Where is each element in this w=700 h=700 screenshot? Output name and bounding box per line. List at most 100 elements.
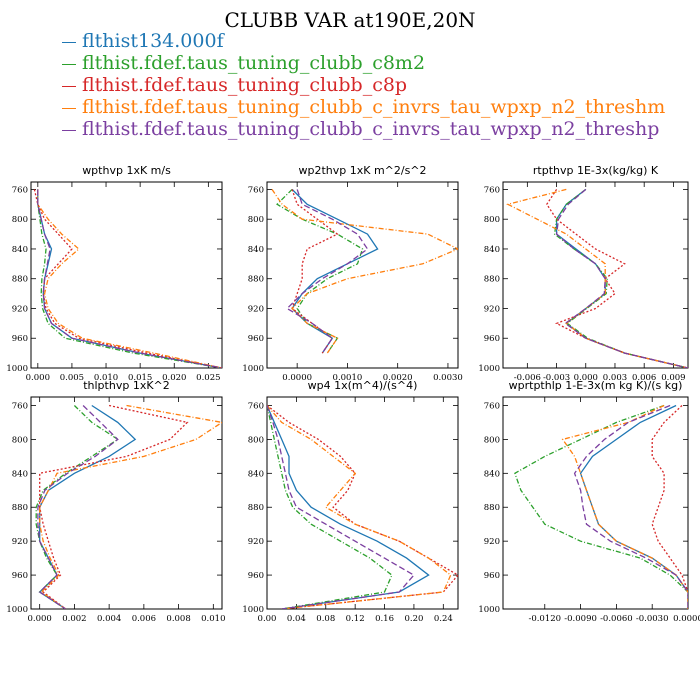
y-tick-label: 1000 <box>242 364 264 374</box>
x-tick-label: 0.009 <box>661 373 685 383</box>
y-tick-label: 800 <box>248 435 264 445</box>
plot-frame <box>266 181 459 369</box>
main-title: CLUBB VAR at190E,20N <box>224 8 476 32</box>
y-tick-label: 760 <box>484 185 500 195</box>
y-tick-label: 960 <box>484 571 500 581</box>
x-tick-label: 0.0020 <box>383 373 413 383</box>
chart-panel: wpthvp 1xK m/s76080084088092096010000.00… <box>6 164 223 383</box>
y-tick-label: 760 <box>12 185 28 195</box>
series-line <box>546 189 688 368</box>
legend: flthist134.000f flthist.fdef.taus_tuning_… <box>62 30 665 140</box>
panel-title: wprtpthlp 1-E-3x(m kg K)/(s kg) <box>509 379 683 392</box>
y-tick-label: 880 <box>12 503 28 513</box>
x-tick-label: 0.020 <box>162 373 186 383</box>
legend-entry: flthist.fdef.taus_tuning_clubb_c8p <box>62 74 665 96</box>
panel-title: thlpthvp 1xK^2 <box>83 379 170 392</box>
y-tick-label: 960 <box>248 571 264 581</box>
y-tick-label: 840 <box>484 469 500 479</box>
x-tick-label: -0.003 <box>543 373 570 383</box>
y-tick-label: 1000 <box>478 605 500 615</box>
y-tick-label: 800 <box>12 215 28 225</box>
series-line <box>37 189 222 368</box>
x-tick-label: -0.0030 <box>636 614 669 624</box>
series-line <box>267 405 393 609</box>
x-tick-label: 0.005 <box>60 373 84 383</box>
series-line <box>579 404 688 609</box>
x-tick-label: 0.16 <box>375 614 394 624</box>
y-tick-label: 880 <box>12 275 28 285</box>
x-tick-label: 0.008 <box>166 614 190 624</box>
series-line <box>514 404 688 609</box>
legend-swatch <box>62 85 76 87</box>
plot-frame <box>266 396 459 610</box>
plot-frame <box>502 396 689 610</box>
y-tick-label: 880 <box>484 503 500 513</box>
series-line <box>276 188 364 354</box>
y-tick-label: 920 <box>248 537 264 547</box>
series-line <box>267 405 430 609</box>
x-tick-label: 0.00 <box>258 614 277 624</box>
y-tick-label: 800 <box>484 435 500 445</box>
panel-title: wp2thvp 1xK m^2/s^2 <box>298 164 426 177</box>
series-line <box>33 189 222 368</box>
chart-panel: wp2thvp 1xK m^2/s^2 760 800 840 880 920 960 100… <box>242 164 462 383</box>
legend-swatch <box>62 63 76 65</box>
y-tick-label: 880 <box>484 275 500 285</box>
y-tick-label: 800 <box>248 215 264 225</box>
series-line <box>37 189 222 368</box>
y-tick-label: 960 <box>484 334 500 344</box>
x-tick-label: 0.0010 <box>333 373 363 383</box>
x-tick-label: 0.002 <box>62 614 86 624</box>
x-tick-label: 0.24 <box>434 614 453 624</box>
series-line <box>561 404 688 609</box>
series-line <box>555 188 688 368</box>
x-tick-label: 0.000 <box>28 614 52 624</box>
y-tick-label: 800 <box>12 435 28 445</box>
series-line <box>267 404 458 609</box>
x-tick-label: 0.000 <box>26 373 50 383</box>
legend-entry: flthist.fdef.taus_tuning_clubb_c8m2 <box>62 52 665 74</box>
x-tick-label: 0.0030 <box>433 373 463 383</box>
x-tick-label: 0.12 <box>346 614 365 624</box>
series-line <box>291 189 339 354</box>
x-tick-label: 0.006 <box>632 373 656 383</box>
series-line <box>37 189 222 368</box>
x-tick-label: 0.025 <box>196 373 220 383</box>
x-tick-label: 0.010 <box>94 373 118 383</box>
y-tick-label: 920 <box>248 304 264 314</box>
series-line <box>555 188 688 368</box>
x-tick-label: -0.0060 <box>600 614 633 624</box>
series-line <box>267 405 415 609</box>
legend-swatch <box>62 107 76 109</box>
legend-swatch <box>62 41 76 43</box>
x-tick-label: -0.006 <box>514 373 541 383</box>
y-tick-label: 760 <box>248 401 264 411</box>
chart-panel: wprtpthlp 1-E-3x(m kg K)/(s kg) 760 800 840… <box>478 379 700 624</box>
y-tick-label: 880 <box>248 503 264 513</box>
y-tick-label: 840 <box>248 245 264 255</box>
legend-label: flthist.fdef.taus_tuning_clubb_c_invrs_t… <box>82 118 660 140</box>
x-tick-label: -0.0120 <box>528 614 561 624</box>
plot-frame <box>30 181 223 369</box>
chart-panel: thlpthvp 1xK^276080084088092096010000.00… <box>6 379 225 624</box>
panel-title: rtpthvp 1E-3x(kg/kg) K <box>533 164 659 177</box>
y-tick-label: 840 <box>484 245 500 255</box>
x-tick-label: 0.000 <box>574 373 598 383</box>
y-tick-label: 960 <box>12 334 28 344</box>
plot-frame <box>30 396 223 610</box>
panel-title: wpthvp 1xK m/s <box>82 164 171 177</box>
y-tick-label: 760 <box>484 401 500 411</box>
series-line <box>506 188 688 368</box>
x-tick-label: 0.04 <box>287 614 306 624</box>
y-tick-label: 840 <box>12 469 28 479</box>
series-line <box>39 404 189 609</box>
legend-label: flthist.fdef.taus_tuning_clubb_c8m2 <box>82 52 426 74</box>
x-tick-label: -0.0090 <box>564 614 597 624</box>
x-tick-label: 0.015 <box>128 373 152 383</box>
y-tick-label: 920 <box>12 537 28 547</box>
x-tick-label: 0.20 <box>404 614 423 624</box>
y-tick-label: 840 <box>12 245 28 255</box>
legend-entry: flthist.fdef.taus_tuning_clubb_c_invrs_t… <box>62 118 665 140</box>
x-tick-label: 0.010 <box>201 614 225 624</box>
x-tick-label: 0.0000 <box>673 614 700 624</box>
